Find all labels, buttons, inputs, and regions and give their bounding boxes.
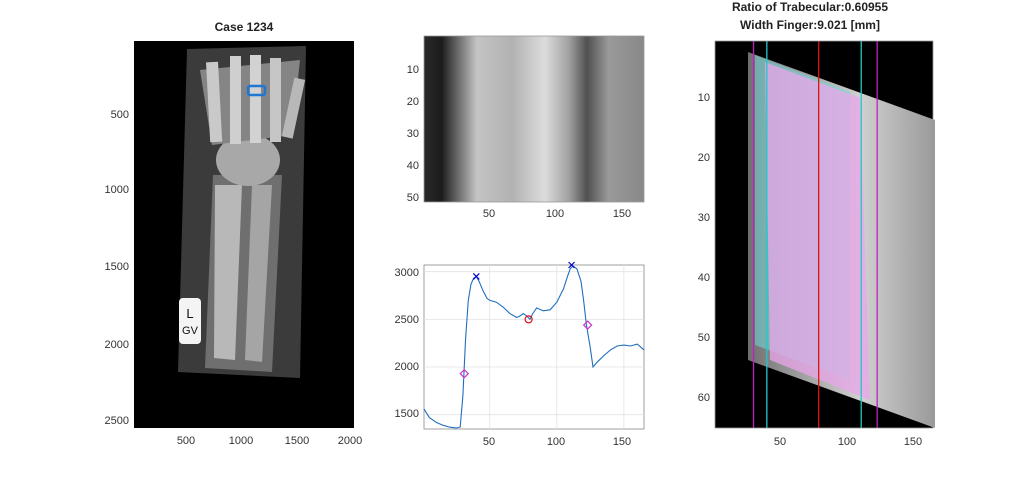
seg-ytick: 30 (698, 212, 710, 224)
side-marker-l: L (186, 306, 193, 321)
side-marker (179, 298, 201, 344)
profile-marker-edge (582, 320, 593, 330)
side-marker-gv: GV (182, 325, 199, 337)
xray-ytick: 1000 (105, 184, 129, 196)
profile-markers (459, 261, 593, 379)
seg-trabecular-region (765, 62, 870, 400)
seg-y-ticks: 10 20 30 40 50 60 (698, 92, 710, 404)
profile-plot-area (423, 264, 645, 430)
seg-frame (714, 40, 934, 429)
roi-ytick: 50 (407, 192, 419, 204)
xray-ytick: 2500 (105, 415, 129, 427)
xray-xtick: 1000 (229, 435, 253, 447)
roi-crop-panel: 50 100 150 10 20 30 40 50 (407, 35, 645, 220)
xray-ytick: 1500 (105, 261, 129, 273)
profile-xtick: 50 (483, 436, 495, 448)
metacarpal-5 (281, 77, 306, 139)
profile-ytick: 1500 (395, 408, 419, 420)
seg-ytick: 10 (698, 92, 710, 104)
xray-x-ticks: 500 1000 1500 2000 (177, 435, 362, 447)
roi-xtick: 50 (483, 208, 495, 220)
seg-ytick: 20 (698, 152, 710, 164)
metacarpal-4 (270, 58, 281, 142)
roi-crop-y-ticks: 10 20 30 40 50 (407, 64, 419, 204)
roi-ytick: 20 (407, 96, 419, 108)
profile-xtick: 150 (613, 436, 631, 448)
roi-ytick: 40 (407, 160, 419, 172)
metacarpal-2 (230, 56, 241, 144)
profile-ytick: 3000 (395, 267, 419, 279)
profile-ytick: 2000 (395, 361, 419, 373)
seg-boundary-lines (752, 41, 878, 428)
roi-ytick: 30 (407, 128, 419, 140)
right-panel-title-line2: Width Finger:9.021 [mm] (740, 18, 880, 32)
profile-marker-edge (459, 368, 470, 379)
profile-y-ticks: 1500 2000 2500 3000 (395, 267, 419, 420)
profile-marker-valley (524, 315, 533, 324)
profile-series-line (423, 265, 645, 429)
xray-xtick: 1500 (285, 435, 309, 447)
left-panel-title: Case 1234 (214, 20, 274, 34)
profile-chart: 50 100 150 1500 2000 2500 3000 (395, 261, 645, 448)
radius-bone (214, 185, 242, 360)
metacarpal-3 (250, 55, 261, 143)
roi-crop-frame (423, 35, 645, 203)
metacarpal-1 (206, 61, 223, 143)
seg-ytick: 50 (698, 332, 710, 344)
seg-xtick: 150 (904, 436, 922, 448)
profile-marker-peak (568, 261, 575, 269)
seg-xtick: 100 (838, 436, 856, 448)
roi-box[interactable] (246, 84, 267, 97)
profile-xtick: 100 (547, 436, 565, 448)
seg-ytick: 60 (698, 392, 710, 404)
segmentation-panel: 50 100 150 10 20 30 40 50 60 (698, 40, 935, 448)
xray-ytick: 500 (111, 109, 129, 121)
profile-grid (424, 265, 644, 429)
ulna-bone (245, 185, 272, 362)
seg-xtick: 50 (774, 436, 786, 448)
wrist-bones (216, 134, 280, 186)
roi-crop-x-ticks: 50 100 150 (483, 208, 631, 220)
xray-panel: L GV 500 1000 1500 2000 500 1000 1500 20… (105, 41, 362, 447)
xray-xtick: 2000 (338, 435, 362, 447)
roi-xtick: 100 (546, 208, 564, 220)
xray-y-ticks: 500 1000 1500 2000 2500 (105, 109, 129, 427)
profile-x-ticks: 50 100 150 (483, 436, 631, 448)
roi-crop-image (424, 36, 644, 202)
profile-ytick: 2500 (395, 314, 419, 326)
right-panel-title-line1: Ratio of Trabecular:0.60955 (731, 0, 889, 14)
profile-marker-peak (472, 273, 480, 280)
seg-ytick: 40 (698, 272, 710, 284)
xray-xtick: 500 (177, 435, 195, 447)
roi-ytick: 10 (407, 64, 419, 76)
xray-ytick: 2000 (105, 339, 129, 351)
seg-x-ticks: 50 100 150 (774, 436, 922, 448)
roi-xtick: 150 (613, 208, 631, 220)
